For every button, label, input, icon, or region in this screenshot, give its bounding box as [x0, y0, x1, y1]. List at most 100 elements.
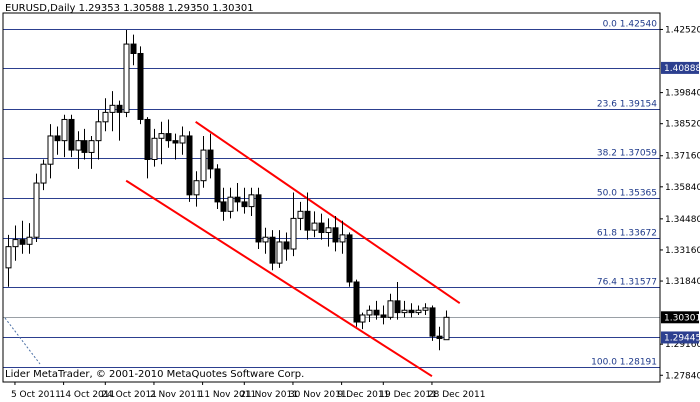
candle-body-bear: [19, 239, 26, 245]
fib-label-61-8: 61.8 1.33672: [597, 229, 657, 239]
candle-body-bear: [436, 335, 443, 340]
candle: [373, 300, 380, 320]
candle: [40, 159, 47, 191]
candle-body-bear: [234, 196, 241, 203]
candle: [179, 126, 186, 155]
channel-line-1: [195, 120, 461, 305]
candle-body-bull: [262, 236, 269, 243]
candle: [311, 211, 318, 238]
candle-body-bear: [283, 241, 290, 250]
candle: [109, 91, 116, 132]
candle: [394, 281, 401, 320]
fibonacci-levels: 0.0 1.42540 23.6 1.39154 38.2 1.37059 50.0 …: [3, 20, 660, 368]
candle: [88, 135, 95, 169]
candle-body-bear: [165, 133, 172, 142]
candle-body-bull: [40, 163, 47, 184]
candle-body-bear: [346, 234, 353, 283]
price-axis-label: 1.42520: [665, 25, 700, 35]
price-marker-label: 1.29445: [664, 333, 700, 343]
candle: [33, 173, 40, 242]
candle-body-bear: [241, 201, 248, 208]
price-axis-label: 1.34480: [665, 215, 700, 225]
candle: [207, 133, 214, 179]
candle: [346, 232, 353, 287]
candle-body-bull: [443, 316, 450, 341]
fib-label-38-2: 38.2 1.37059: [597, 149, 657, 159]
candle: [130, 34, 137, 66]
candle: [227, 187, 234, 219]
time-axis-label: 2 Nov 2011: [150, 390, 202, 400]
candle-body-bull: [95, 121, 102, 142]
candle-body-bull: [33, 182, 40, 238]
candle: [408, 303, 415, 318]
candle-body-bear: [214, 168, 221, 203]
candle: [318, 213, 325, 240]
candle: [248, 187, 255, 217]
candle: [123, 29, 130, 118]
candle: [214, 164, 221, 209]
candle: [158, 121, 165, 165]
candle: [297, 201, 304, 231]
price-axis-label: 1.33160: [665, 246, 700, 256]
candle-body-bull: [415, 309, 422, 314]
candle: [436, 326, 443, 351]
candle-body-bear: [54, 135, 61, 142]
candle-body-bull: [339, 234, 346, 243]
candle: [283, 232, 290, 261]
candle-body-bear: [304, 210, 311, 231]
price-axis-label: 1.27840: [665, 371, 700, 381]
time-axis-label: 19 Dec 2011: [379, 390, 437, 400]
fib-label-76-4: 76.4 1.31577: [597, 278, 657, 288]
price-axis-label: 1.31840: [665, 277, 700, 287]
copyright-label: Lider MetaTrader, © 2001-2010 MetaQuotes…: [5, 369, 305, 380]
price-marker-box: [661, 331, 699, 344]
candle: [19, 220, 26, 254]
price-axis-label: 1.38520: [665, 120, 700, 130]
candle-body-bear: [81, 140, 88, 153]
candle: [200, 135, 207, 188]
candle-body-bear: [394, 300, 401, 314]
price-axis-label: 1.35840: [665, 183, 700, 193]
candle: [304, 192, 311, 240]
candle-body-bull: [102, 111, 109, 123]
candle-body-bull: [26, 236, 33, 245]
candle: [186, 131, 193, 202]
time-axis-label: 11 Nov 2011: [199, 390, 257, 400]
candle: [262, 227, 269, 254]
candle-body-bull: [248, 194, 255, 208]
candle-body-bull: [109, 104, 116, 113]
candle-body-bull: [200, 149, 207, 182]
candle-body-bear: [255, 194, 262, 243]
candle: [5, 234, 12, 287]
candle: [81, 128, 88, 160]
price-axis-label: 1.39840: [665, 89, 700, 99]
candle-body-bull: [325, 227, 332, 234]
price-axis-label: 1.29160: [665, 340, 700, 350]
candle: [220, 187, 227, 221]
candle: [415, 305, 422, 315]
candle-body-bull: [227, 196, 234, 212]
candle-body-bull: [123, 43, 130, 113]
price-markers: 1.40888 1.30301 1.29445: [661, 61, 700, 344]
candle: [380, 305, 387, 325]
candle: [116, 100, 123, 141]
candle-body-bull: [179, 135, 186, 144]
candle: [401, 300, 408, 318]
candle-body-bear: [408, 309, 415, 314]
channel-line-2: [125, 179, 433, 378]
fib-label-0-0: 0.0 1.42540: [603, 20, 658, 30]
price-axis-label: 1.37160: [665, 152, 700, 162]
fib-label-50-0: 50.0 1.35365: [597, 189, 657, 199]
candle: [387, 293, 394, 320]
candle-body-bear: [380, 314, 387, 318]
candle-body-bear: [353, 281, 360, 323]
price-marker-label: 1.30301: [664, 313, 700, 323]
candle-body-bear: [130, 43, 137, 54]
candle: [429, 305, 436, 341]
candle-body-bull: [401, 309, 408, 314]
time-axis-label: 30 Nov 2011: [289, 390, 347, 400]
candle-body-bull: [366, 309, 373, 316]
candle-body-bull: [88, 140, 95, 153]
